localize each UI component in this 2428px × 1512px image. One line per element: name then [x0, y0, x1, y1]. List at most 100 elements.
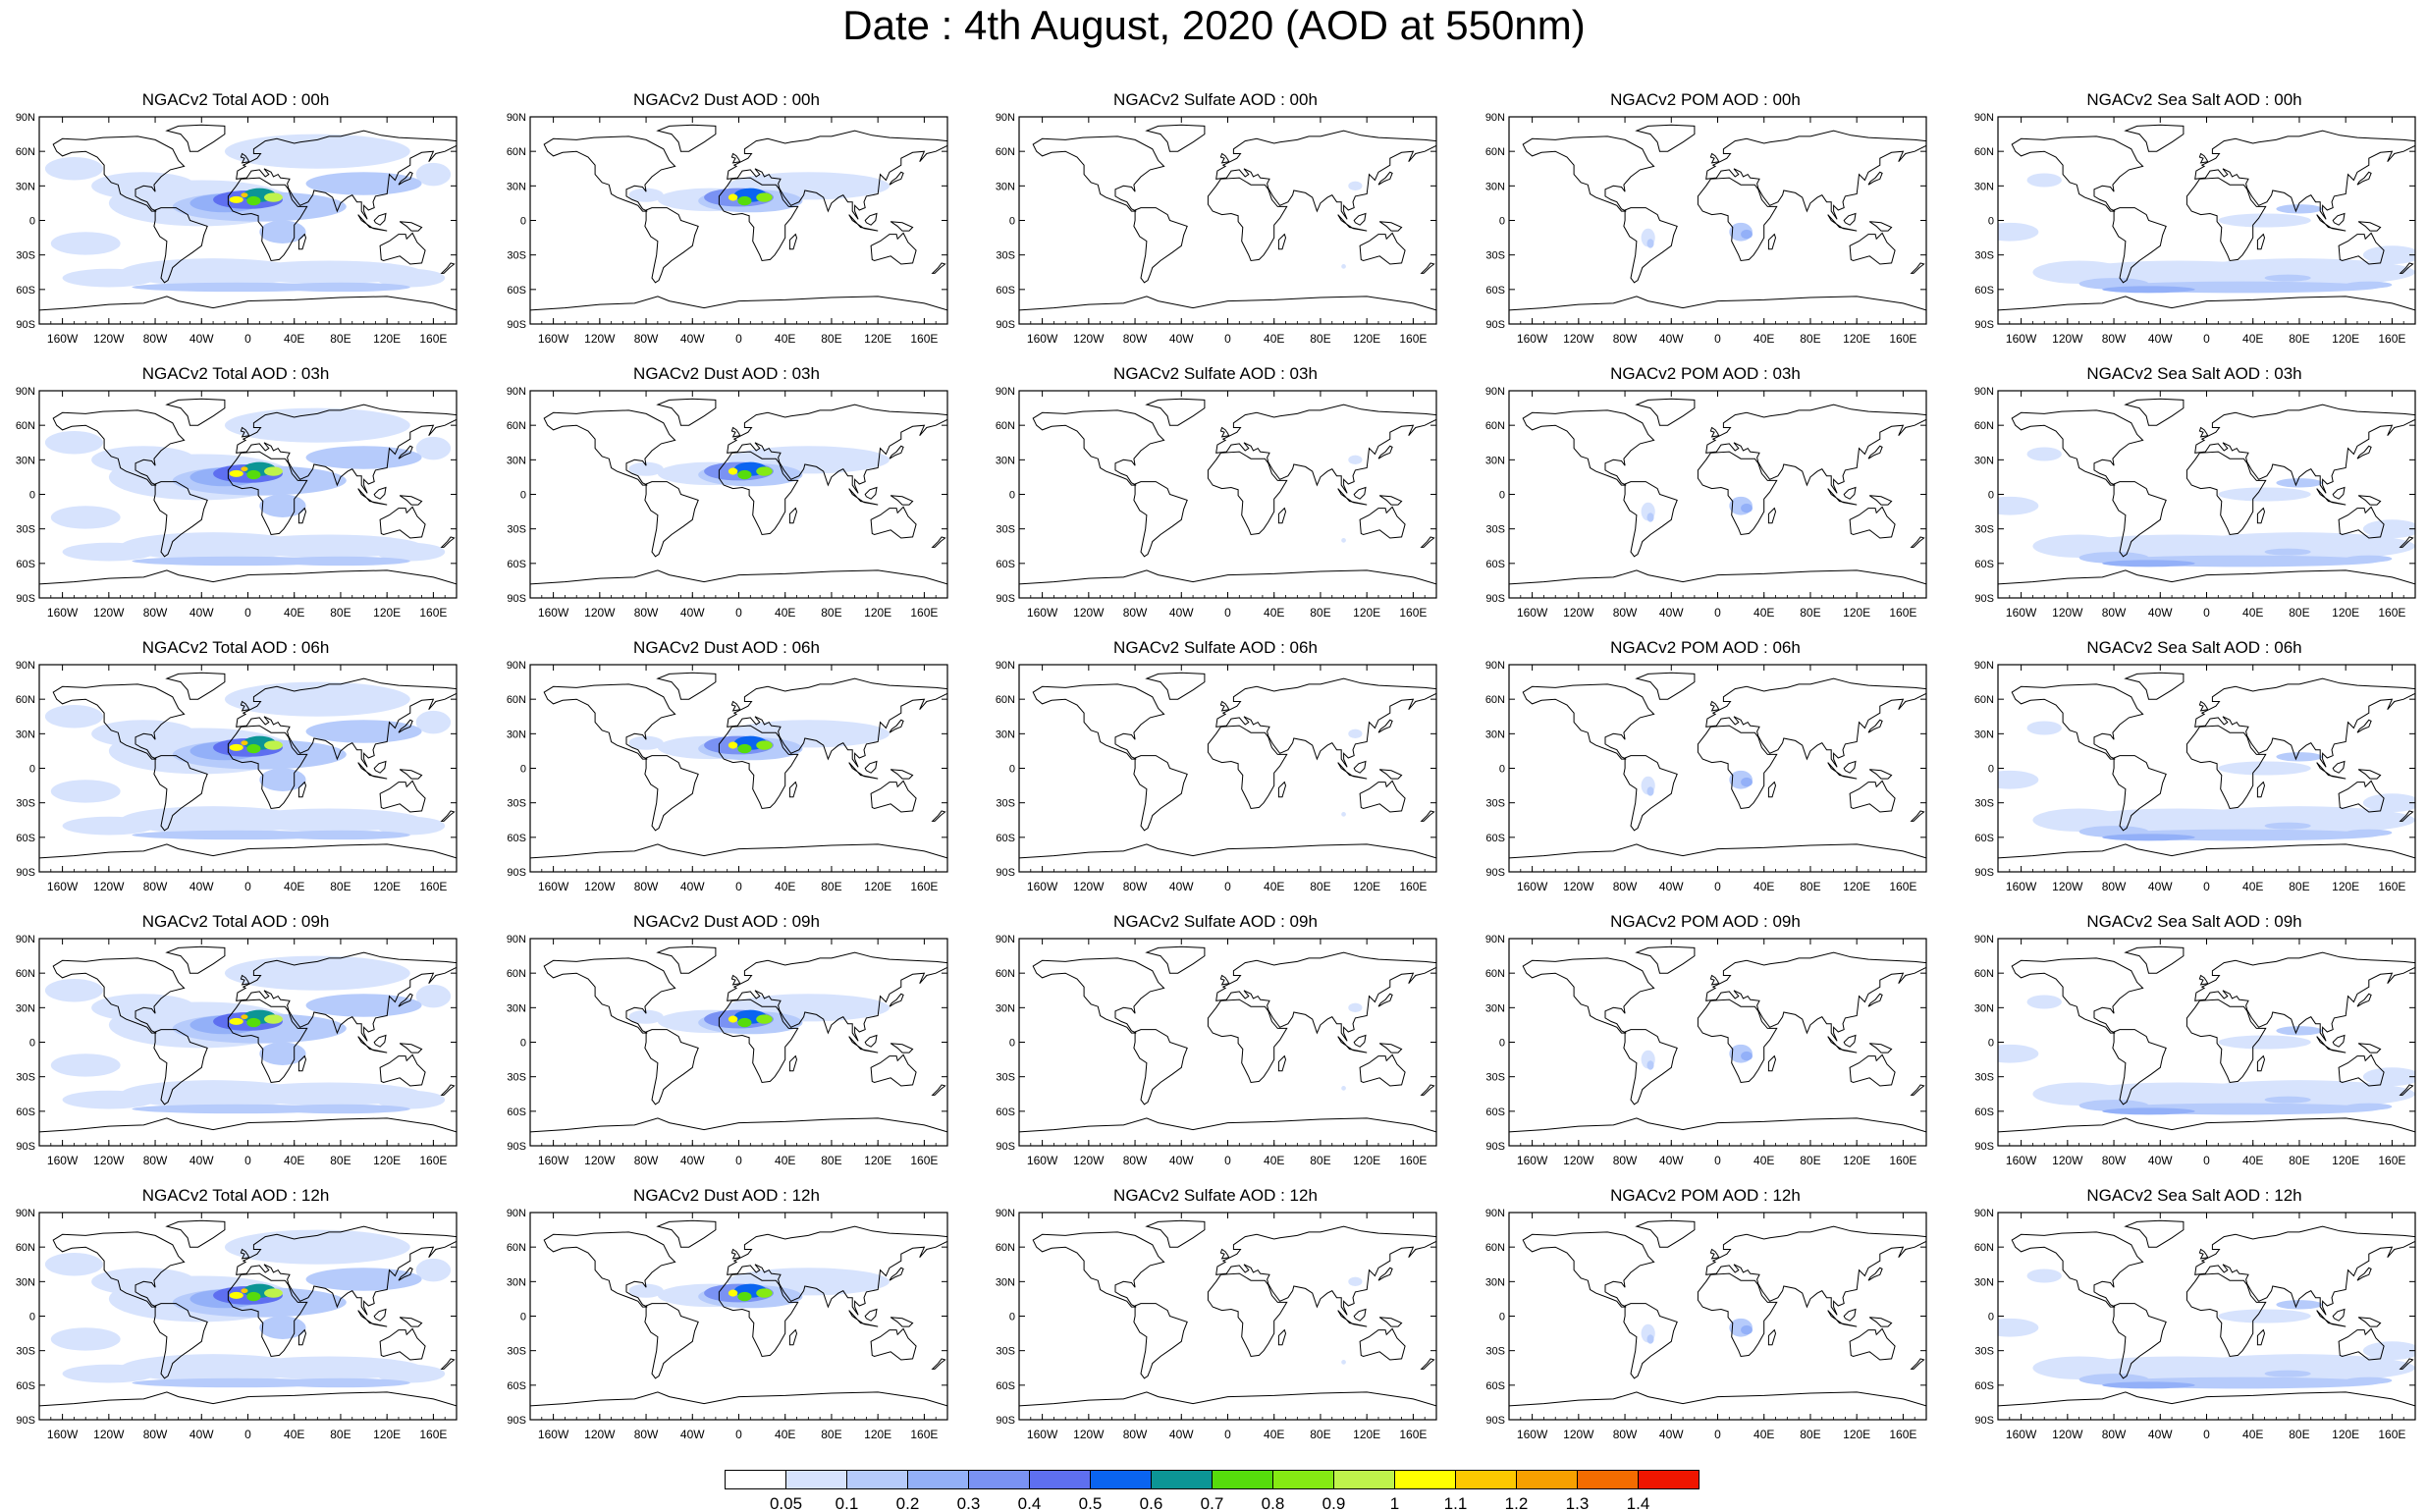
- lon-tick-label: 40W: [680, 1154, 705, 1167]
- lon-tick-label: 80E: [330, 332, 351, 346]
- coastline-new-guinea: [399, 495, 423, 506]
- lat-tick-label: 60N: [507, 146, 526, 158]
- lon-tick-label: 120E: [1843, 1154, 1870, 1167]
- aod-contour: [415, 436, 452, 460]
- lat-tick-label: 60S: [1485, 1380, 1505, 1392]
- coastline-australia: [870, 1327, 917, 1361]
- lon-tick-label: 0: [244, 1428, 251, 1441]
- colorbar-label: 1.4: [1627, 1494, 1650, 1512]
- coastline-new-guinea: [1868, 769, 1893, 780]
- aod-contour: [246, 743, 261, 754]
- map-panel: NGACv2 POM AOD : 09h 90N 60N 30N 0 30S 60S 90S 1…: [1470, 912, 1941, 1167]
- lat-tick-label: 60S: [507, 1107, 526, 1118]
- aod-contour: [271, 282, 410, 293]
- map-panel: NGACv2 Sulfate AOD : 03h 90N 60N 30N 0 30S 60S…: [980, 364, 1451, 620]
- aod-field: [44, 407, 452, 567]
- lon-tick-label: 160E: [419, 1428, 447, 1441]
- coastline-north-america: [543, 683, 676, 760]
- aod-contour: [628, 735, 664, 750]
- lon-tick-label: 40W: [189, 606, 214, 620]
- coastline-borneo: [373, 760, 387, 774]
- lon-tick-label: 160E: [1399, 1428, 1427, 1441]
- lon-tick-label: 160E: [1889, 606, 1916, 620]
- lat-tick-label: 30S: [16, 798, 35, 810]
- coastline-africa: [1697, 1272, 1778, 1358]
- lat-tick-label: 90S: [1974, 867, 1994, 879]
- lon-tick-label: 160W: [2006, 1154, 2037, 1167]
- panel-title: NGACv2 Sea Salt AOD : 06h: [2086, 638, 2302, 657]
- map-plot: 90N 60N 30N 0 30S 60S 90S 160W 120W 80W 40W 0 40E 80E…: [1974, 112, 2416, 346]
- lat-tick-label: 30N: [996, 729, 1015, 740]
- lat-tick-label: 90N: [996, 386, 1015, 398]
- map-frame: [1508, 938, 1927, 1147]
- aod-contour: [224, 955, 410, 991]
- map-panel: NGACv2 POM AOD : 06h 90N 60N 30N 0 30S 60S 90S 1…: [1470, 638, 1941, 893]
- aod-field: [1998, 721, 2415, 841]
- lat-tick-label: 60N: [16, 420, 35, 432]
- aod-contour: [1341, 1360, 1346, 1365]
- coastline-eurasia: [2194, 130, 2415, 220]
- map-plot: 90N 60N 30N 0 30S 60S 90S 160W 120W 80W 40W 0 40E 80E…: [1485, 660, 1927, 893]
- lon-tick-label: 80W: [1123, 880, 1148, 893]
- coastline-africa: [1697, 451, 1778, 536]
- coastline-new-zealand: [440, 810, 456, 822]
- aod-contour: [271, 830, 410, 840]
- lon-tick-label: 40W: [189, 1428, 214, 1441]
- aod-contour: [50, 232, 121, 255]
- aod-field: [1341, 1002, 1363, 1091]
- map-frame: [1997, 664, 2416, 873]
- lat-tick-label: 0: [1499, 490, 1505, 502]
- lon-tick-label: 80W: [634, 1428, 659, 1441]
- map-frame: [1018, 390, 1437, 599]
- map-plot: 90N 60N 30N 0 30S 60S 90S 160W 120W 80W 40W 0 40E 80E…: [507, 1208, 948, 1441]
- lon-tick-label: 40W: [1169, 880, 1194, 893]
- coastline-north-america: [1032, 1231, 1165, 1308]
- coastline-new-guinea: [890, 1043, 914, 1053]
- lat-tick-label: 30N: [996, 1276, 1015, 1288]
- aod-contour: [224, 407, 410, 443]
- coastline-new-zealand: [440, 536, 456, 548]
- aod-field: [628, 172, 890, 213]
- lat-tick-label: 0: [520, 490, 526, 502]
- coastline-madagascar: [1767, 233, 1777, 250]
- coastline-indonesia: [1827, 762, 1858, 780]
- coastline-greenland: [1145, 1219, 1206, 1248]
- coastline-africa: [718, 177, 799, 262]
- lat-tick-label: 30S: [996, 250, 1015, 262]
- lat-tick-label: 30N: [1485, 455, 1505, 466]
- coastline-new-zealand: [2399, 262, 2414, 274]
- coastline-eurasia: [2194, 951, 2415, 1042]
- aod-field: [44, 681, 452, 840]
- aod-field: [1341, 729, 1363, 817]
- aod-contour: [737, 1291, 752, 1302]
- coastline-north-america: [52, 957, 186, 1034]
- lat-tick-label: 60N: [1485, 694, 1505, 706]
- coastline-greenland: [1635, 398, 1696, 426]
- lon-tick-label: 80E: [821, 1428, 841, 1441]
- lat-tick-label: 90N: [507, 112, 526, 124]
- lat-tick-label: 30N: [16, 729, 35, 740]
- lon-tick-label: 80W: [634, 606, 659, 620]
- lon-tick-label: 0: [244, 880, 251, 893]
- lat-tick-label: 30S: [1485, 524, 1505, 536]
- lat-tick-label: 90N: [507, 660, 526, 672]
- aod-contour: [415, 710, 452, 734]
- coastline-new-zealand: [2399, 810, 2414, 822]
- coastline-new-zealand: [1420, 1358, 1435, 1370]
- colorbar-swatch: [1090, 1470, 1152, 1489]
- lon-tick-label: 40W: [1659, 606, 1684, 620]
- lat-tick-label: 30N: [507, 455, 526, 466]
- aod-contour: [628, 1009, 664, 1024]
- aod-contour: [728, 741, 738, 749]
- aod-contour: [2032, 260, 2126, 284]
- lat-tick-label: 60S: [16, 833, 35, 844]
- coastline-eurasia: [727, 130, 947, 220]
- coastline-indonesia: [1337, 1310, 1368, 1327]
- aod-contour: [2183, 1354, 2415, 1382]
- lat-tick-label: 30N: [16, 1002, 35, 1014]
- lat-tick-label: 30S: [16, 250, 35, 262]
- map-plot: 90N 60N 30N 0 30S 60S 90S 160W 120W 80W 40W 0 40E 80E…: [16, 660, 458, 893]
- lon-tick-label: 80W: [1613, 332, 1638, 346]
- colorbar-label: 0.3: [957, 1494, 981, 1512]
- coastline-indonesia: [2316, 214, 2347, 232]
